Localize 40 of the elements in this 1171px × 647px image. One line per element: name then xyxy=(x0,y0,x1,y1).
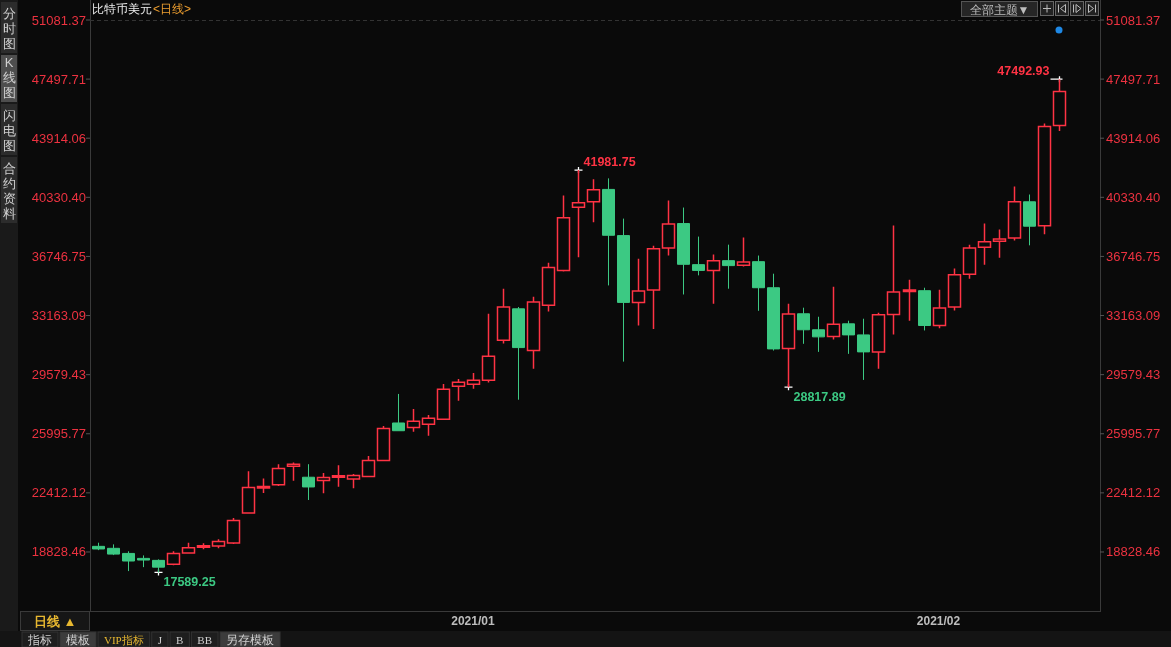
y-tick-label: 18828.46 xyxy=(31,544,86,560)
y-tick-label: 36746.75 xyxy=(31,248,86,264)
annotation: 28817.89 xyxy=(793,390,846,405)
bottom-tab: J xyxy=(151,631,169,647)
y-tick-label: 25995.77 xyxy=(31,426,86,442)
y-tick-label: 51081.37 xyxy=(31,12,86,28)
y2-tick-label: 47497.71 xyxy=(1106,71,1161,87)
y2-tick-label: 43914.06 xyxy=(1106,130,1161,146)
y-tick-label: 29579.43 xyxy=(31,367,86,383)
period-button: 日线 ▲ xyxy=(20,611,90,631)
sidebar-tab: 合约资料 xyxy=(1,157,17,223)
x-tick-label: 2021/01 xyxy=(451,614,495,628)
theme-dropdown: 全部主题▼ xyxy=(961,1,1038,17)
y2-tick-label: 40330.40 xyxy=(1106,189,1161,205)
bottom-tab: 模板 xyxy=(59,631,97,647)
annotation: 47492.93 xyxy=(997,64,1050,79)
sidebar-tab: 闪电图 xyxy=(1,104,17,155)
annotation: 17589.25 xyxy=(163,575,216,590)
y-tick-label: 47497.71 xyxy=(31,71,86,87)
y2-tick-label: 29579.43 xyxy=(1106,367,1161,383)
sidebar-tab: 分时图 xyxy=(1,2,17,53)
y2-tick-label: 22412.12 xyxy=(1106,485,1161,501)
y2-tick-label: 18828.46 xyxy=(1106,544,1161,560)
chart-subtitle: <日线> xyxy=(153,2,192,16)
x-tick-label: 2021/02 xyxy=(916,614,961,628)
annotation: 41981.75 xyxy=(583,155,636,170)
bottom-tab: BB xyxy=(190,631,219,647)
y2-tick-label: 51081.37 xyxy=(1106,12,1161,28)
y2-tick-label: 25995.77 xyxy=(1106,426,1161,442)
y2-tick-label: 33163.09 xyxy=(1106,308,1161,324)
y-tick-label: 33163.09 xyxy=(31,308,86,324)
chart-title: 比特币美元 xyxy=(92,2,152,16)
bottom-tab: 指标 xyxy=(21,631,59,647)
y-tick-label: 22412.12 xyxy=(31,485,86,501)
y-tick-label: 43914.06 xyxy=(31,130,86,146)
bottom-tab: B xyxy=(169,631,190,647)
y2-tick-label: 36746.75 xyxy=(1106,248,1161,264)
bottom-tab: 另存模板 xyxy=(219,631,281,647)
sidebar-tab: K线图 xyxy=(1,55,17,102)
y-tick-label: 40330.40 xyxy=(31,189,86,205)
